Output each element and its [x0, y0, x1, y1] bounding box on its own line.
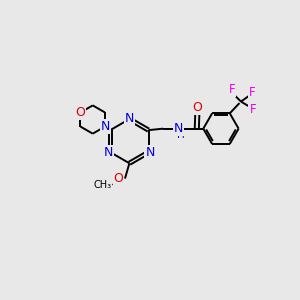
Text: H: H	[177, 130, 185, 140]
Text: O: O	[75, 106, 85, 119]
Text: N: N	[104, 146, 113, 159]
Text: CH₃: CH₃	[93, 180, 111, 190]
Text: O: O	[193, 101, 202, 114]
Text: N: N	[174, 122, 183, 135]
Text: F: F	[249, 86, 256, 99]
Text: O: O	[114, 172, 123, 185]
Text: N: N	[125, 112, 134, 125]
Text: F: F	[229, 83, 235, 96]
Text: N: N	[101, 120, 110, 133]
Text: N: N	[145, 146, 155, 159]
Text: F: F	[249, 103, 256, 116]
